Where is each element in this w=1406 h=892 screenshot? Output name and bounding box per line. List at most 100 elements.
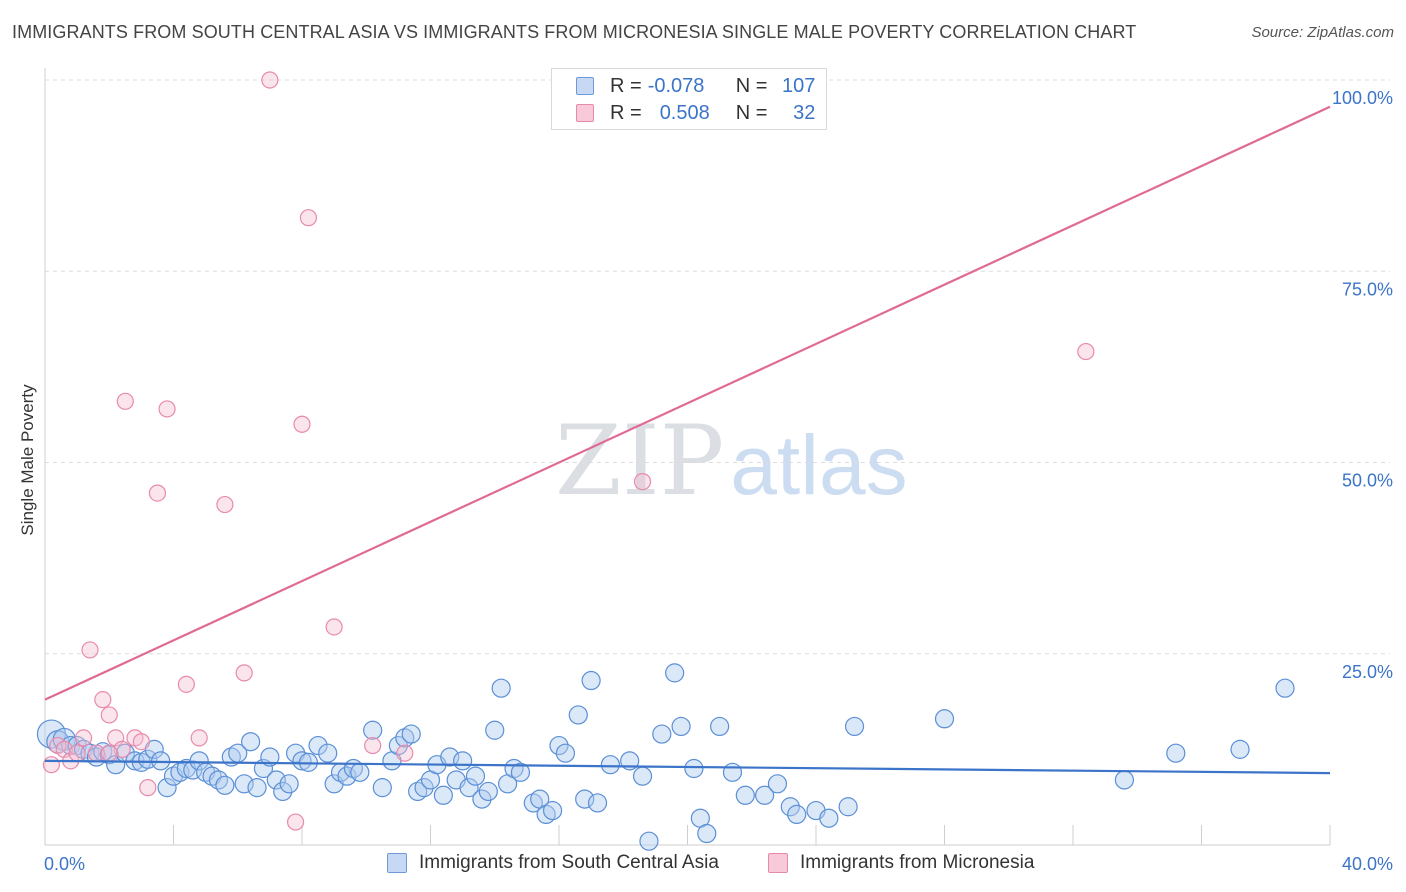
- point-micronesia: [216, 495, 234, 514]
- point-south-central-asia: [372, 778, 392, 798]
- y-tick-label: 100.0%: [1332, 88, 1393, 108]
- x-tick-label: 40.0%: [1342, 854, 1393, 874]
- point-south-central-asia: [510, 762, 531, 782]
- point-south-central-asia: [575, 789, 595, 809]
- n-value: 32: [793, 101, 816, 124]
- point-south-central-asia: [433, 785, 453, 805]
- point-south-central-asia: [215, 775, 235, 795]
- point-south-central-asia: [555, 743, 576, 763]
- n-value: 107: [782, 74, 816, 97]
- n-label: N =: [735, 101, 768, 124]
- point-south-central-asia: [157, 778, 177, 798]
- point-micronesia: [100, 706, 118, 724]
- trend-lines: [44, 105, 1331, 775]
- point-micronesia: [148, 484, 167, 502]
- point-south-central-asia: [697, 823, 717, 844]
- point-south-central-asia: [838, 797, 858, 817]
- r-value: 0.508: [659, 101, 710, 124]
- y-tick-label: 25.0%: [1342, 662, 1393, 682]
- stats-row-south-central-asia: R = -0.078 N = 107: [576, 73, 815, 99]
- legend-item-south-central-asia: Immigrants from South Central Asia: [387, 852, 719, 874]
- point-micronesia: [396, 744, 414, 762]
- point-south-central-asia: [318, 743, 338, 763]
- series-micronesia: [42, 71, 1095, 831]
- legend-label: Immigrants from Micronesia: [800, 852, 1035, 873]
- series-south-central-asia: [36, 663, 1295, 851]
- point-micronesia: [190, 729, 208, 747]
- point-south-central-asia: [414, 778, 434, 798]
- point-micronesia: [132, 733, 150, 751]
- point-south-central-asia: [665, 663, 685, 683]
- r-label: R =: [610, 74, 642, 97]
- point-south-central-asia: [684, 758, 704, 779]
- trend-line-micronesia: [44, 105, 1331, 701]
- point-micronesia: [293, 415, 311, 433]
- y-tick-label: 75.0%: [1342, 279, 1393, 299]
- swatch-blue: [576, 77, 594, 95]
- point-south-central-asia: [189, 751, 209, 771]
- point-micronesia: [42, 756, 61, 774]
- point-south-central-asia: [279, 774, 299, 794]
- point-south-central-asia: [440, 747, 460, 767]
- r-label: R =: [610, 101, 642, 124]
- point-south-central-asia: [581, 670, 601, 691]
- point-south-central-asia: [639, 831, 659, 851]
- trend-line-south-central-asia: [44, 759, 1331, 775]
- legend-item-micronesia: Immigrants from Micronesia: [768, 852, 1034, 874]
- r-value: -0.078: [647, 74, 705, 97]
- point-micronesia: [74, 729, 93, 747]
- point-south-central-asia: [587, 793, 608, 813]
- point-south-central-asia: [234, 774, 254, 794]
- point-micronesia: [364, 736, 382, 755]
- point-south-central-asia: [1275, 678, 1295, 698]
- point-micronesia: [81, 641, 99, 659]
- chart-title: IMMIGRANTS FROM SOUTH CENTRAL ASIA VS IM…: [12, 22, 1137, 42]
- legend-swatch-pink: [768, 853, 788, 873]
- point-south-central-asia: [241, 732, 261, 752]
- point-south-central-asia: [485, 720, 505, 740]
- point-south-central-asia: [735, 785, 755, 805]
- point-south-central-asia: [671, 716, 691, 737]
- point-south-central-asia: [568, 705, 588, 725]
- y-tick-label: 50.0%: [1342, 471, 1393, 491]
- grid: [45, 79, 1390, 655]
- point-south-central-asia: [491, 678, 511, 698]
- stats-legend: R = -0.078 N = 107 R = 0.508 N = 32: [551, 68, 827, 130]
- point-south-central-asia: [273, 781, 293, 802]
- legend-label: Immigrants from South Central Asia: [419, 852, 719, 873]
- n-label: N =: [735, 74, 768, 97]
- point-south-central-asia: [208, 770, 229, 790]
- point-south-central-asia: [722, 762, 743, 782]
- point-south-central-asia: [459, 778, 479, 798]
- point-south-central-asia: [710, 716, 730, 737]
- point-south-central-asia: [600, 755, 621, 775]
- source-credit: Source: ZipAtlas.com: [1251, 24, 1394, 41]
- point-micronesia: [139, 779, 157, 797]
- point-south-central-asia: [350, 762, 370, 782]
- point-south-central-asia: [308, 735, 328, 756]
- point-south-central-asia: [780, 797, 800, 817]
- point-micronesia: [68, 744, 86, 762]
- point-south-central-asia: [549, 735, 569, 756]
- tick-labels: 25.0% 50.0% 75.0% 100.0% 0.0% 40.0%: [44, 88, 1393, 874]
- point-micronesia: [235, 664, 253, 682]
- point-south-central-asia: [787, 804, 807, 825]
- point-micronesia: [1077, 342, 1095, 361]
- y-axis-label: Single Male Poverty: [18, 384, 37, 536]
- point-south-central-asia: [632, 766, 653, 786]
- point-south-central-asia: [542, 800, 563, 821]
- point-south-central-asia: [652, 724, 672, 744]
- stats-row-micronesia: R = 0.508 N = 32: [576, 100, 815, 126]
- swatch-pink: [576, 104, 594, 122]
- point-south-central-asia: [754, 785, 775, 805]
- point-south-central-asia: [472, 789, 492, 809]
- point-micronesia: [94, 691, 112, 709]
- point-south-central-asia: [363, 720, 383, 740]
- point-micronesia: [261, 71, 279, 89]
- series-legend: Immigrants from South Central Asia Immig…: [0, 852, 1406, 878]
- point-south-central-asia: [260, 747, 280, 767]
- point-south-central-asia: [401, 724, 421, 744]
- point-south-central-asia: [819, 808, 839, 828]
- point-micronesia: [325, 618, 343, 636]
- point-micronesia: [158, 400, 176, 418]
